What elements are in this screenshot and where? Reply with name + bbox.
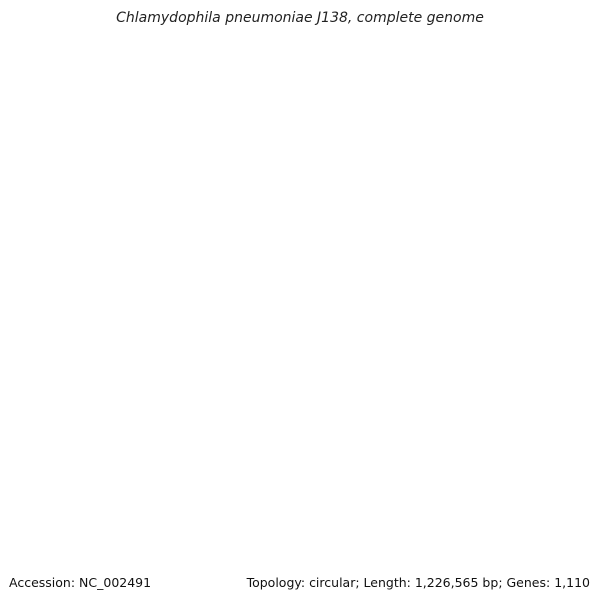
map-title: Chlamydophila pneumoniae J138, complete … (116, 10, 484, 26)
genes-label: Genes: (506, 575, 551, 590)
topology-label: Topology: (246, 575, 306, 590)
topology-value: circular (309, 575, 356, 590)
accession-info: Accession: NC_002491 (9, 575, 151, 590)
genes-value: 1,110 (554, 575, 590, 590)
accession-value: NC_002491 (79, 575, 152, 590)
length-label: Length: (363, 575, 411, 590)
length-value: 1,226,565 bp (414, 575, 499, 590)
genome-summary: Topology: circular; Length: 1,226,565 bp… (246, 575, 590, 590)
accession-label: Accession: (9, 575, 76, 590)
